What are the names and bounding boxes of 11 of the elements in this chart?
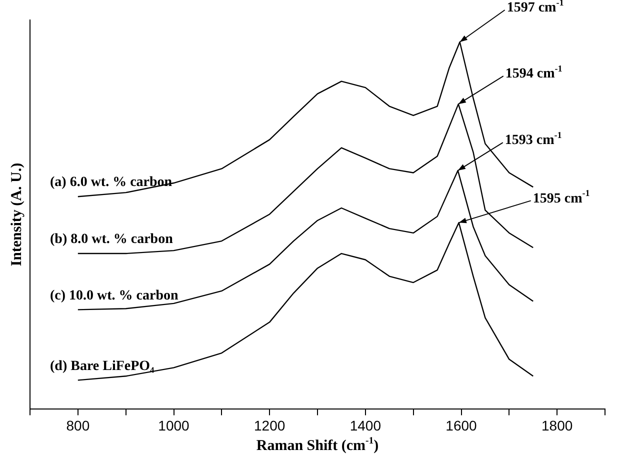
series-label: (d) Bare LiFePO₄ [50,358,156,374]
series-label: (a) 6.0 wt. % carbon [50,175,172,190]
series-label: (c) 10.0 wt. % carbon [50,288,179,304]
x-tick-label: 1800 [542,417,573,434]
x-tick-label: 1400 [350,417,382,434]
x-tick-label: 1200 [254,417,286,434]
x-tick-label: 1000 [158,417,190,434]
series-label: (b) 8.0 wt. % carbon [50,232,174,248]
y-axis-title: Intensity (A. U.) [8,162,25,266]
x-tick-label: 1600 [446,417,478,434]
x-tick-label: 800 [66,417,90,434]
